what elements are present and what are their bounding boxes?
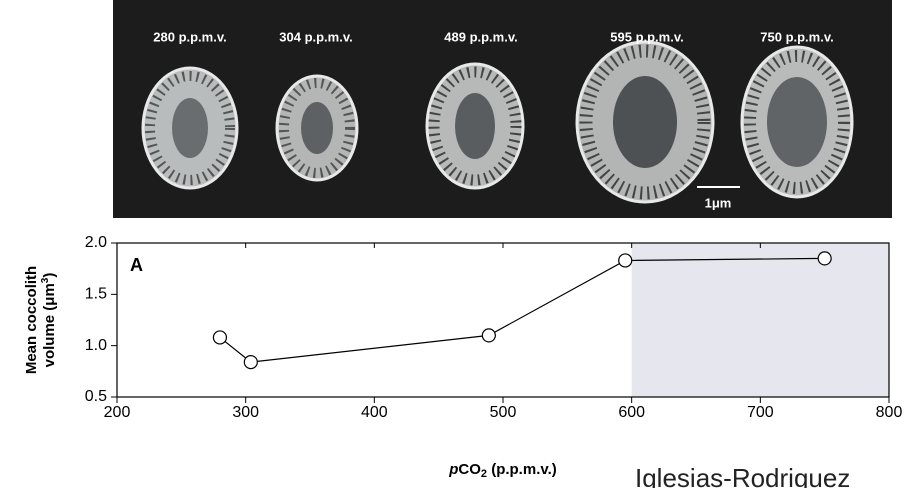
y-tick-label: 1.5 — [85, 286, 107, 303]
data-point — [818, 252, 831, 265]
micrograph-label: 280 p.p.m.v. — [153, 29, 226, 44]
x-axis-label: pCO2 (p.p.m.v.) — [448, 461, 557, 480]
x-label-part: CO — [458, 461, 481, 478]
data-point — [482, 329, 495, 342]
data-point — [619, 254, 632, 267]
y-label-line: Mean coccolith — [23, 266, 40, 374]
x-tick-label: 800 — [876, 404, 903, 421]
y-tick-label: 0.5 — [85, 388, 107, 405]
x-tick-label: 500 — [490, 404, 517, 421]
x-tick-label: 700 — [747, 404, 774, 421]
x-tick-label: 300 — [232, 404, 259, 421]
panel-label: A — [130, 255, 143, 275]
micrograph-label: 595 p.p.m.v. — [610, 29, 683, 44]
x-tick-label: 400 — [361, 404, 388, 421]
micrograph-label: 750 p.p.m.v. — [760, 29, 833, 44]
x-label-part: (p.p.m.v.) — [487, 461, 557, 478]
y-label-part: ) — [41, 273, 58, 278]
figure: 280 p.p.m.v. 304 p.p.m.v. 489 p.p.m.v. 5… — [0, 0, 909, 488]
credit: Iglesias-Rodriguez — [635, 463, 850, 488]
y-label-line: volume (μm3) — [40, 273, 58, 368]
y-label-part: volume (μm — [41, 283, 58, 367]
micrograph-label: 304 p.p.m.v. — [279, 29, 352, 44]
y-axis-label: Mean coccolith volume (μm3) — [23, 266, 58, 374]
scale-bar-label: 1μm — [705, 195, 732, 210]
x-tick-label: 600 — [618, 404, 645, 421]
page: 280 p.p.m.v. 304 p.p.m.v. 489 p.p.m.v. 5… — [0, 0, 909, 488]
shaded-region — [632, 243, 889, 397]
x-label-part: p — [448, 461, 458, 478]
x-tick-label: 200 — [104, 404, 131, 421]
y-tick-label: 1.0 — [85, 337, 107, 354]
data-point — [244, 356, 257, 369]
y-tick-label: 2.0 — [85, 234, 107, 251]
data-point — [213, 331, 226, 344]
micrograph-label: 489 p.p.m.v. — [444, 29, 517, 44]
